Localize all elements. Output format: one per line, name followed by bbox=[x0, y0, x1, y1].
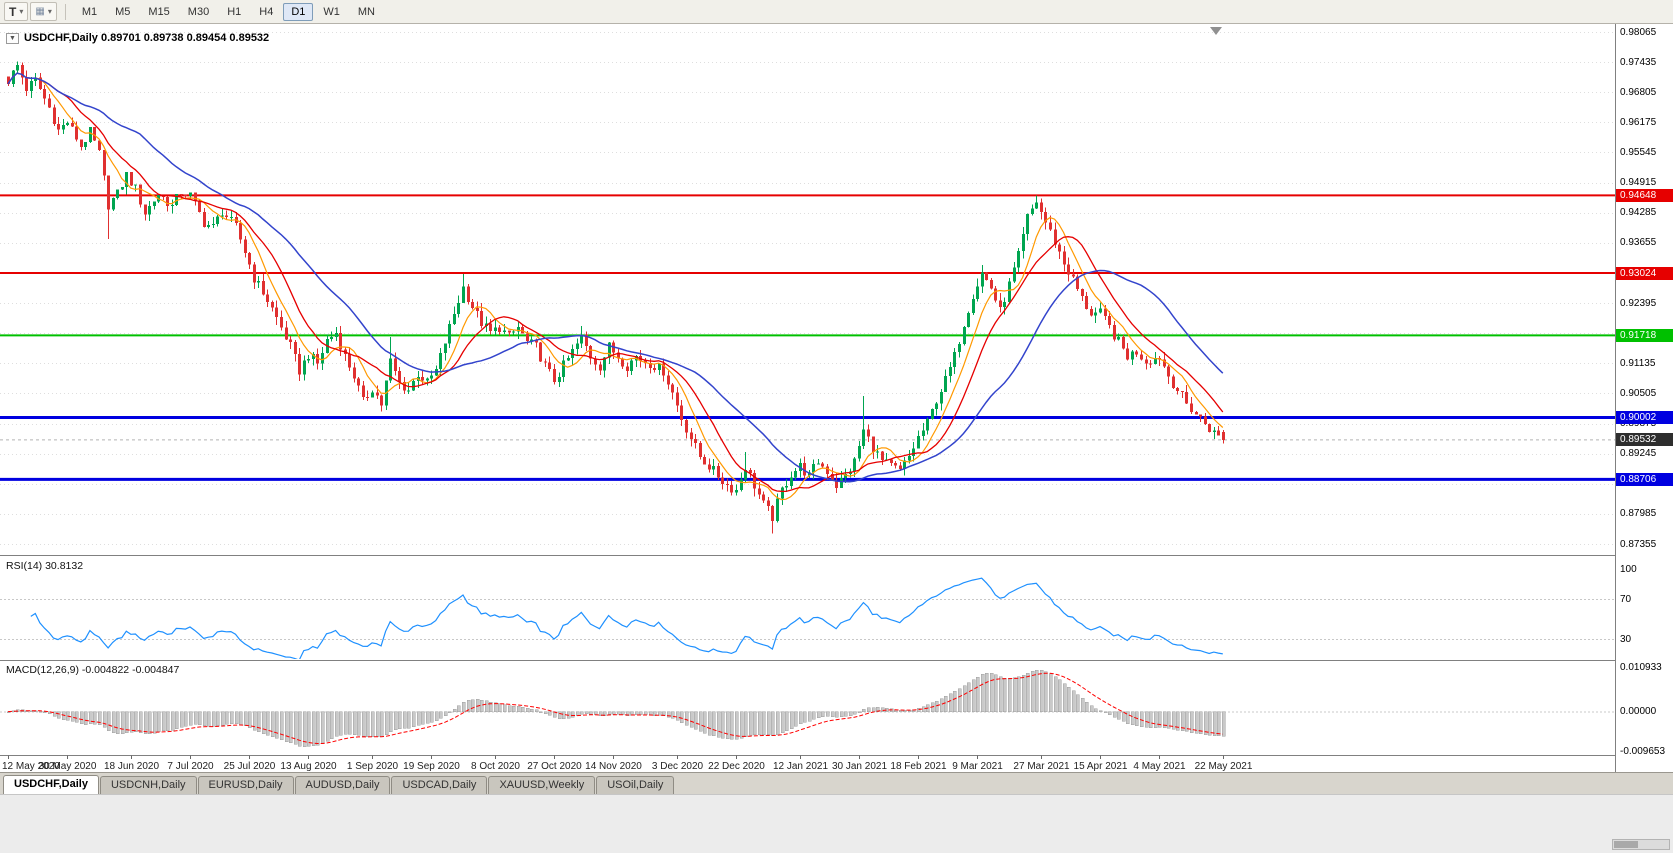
toolbar-separator bbox=[64, 3, 66, 20]
svg-text:4 May 2021: 4 May 2021 bbox=[1133, 761, 1186, 772]
chevron-down-icon: ▾ bbox=[19, 7, 24, 16]
timeframe-button-h1[interactable]: H1 bbox=[219, 3, 249, 21]
level-price-flag: 0.91718 bbox=[1616, 328, 1673, 342]
svg-text:19 Sep 2020: 19 Sep 2020 bbox=[403, 761, 460, 772]
svg-text:12 May 2020: 12 May 2020 bbox=[2, 761, 60, 772]
svg-text:1 Sep 2020: 1 Sep 2020 bbox=[347, 761, 399, 772]
toolbar: T ▾ ▦ ▾ M1 M5 M15 M30 H1 H4 D1 W1 MN bbox=[0, 0, 1673, 24]
timeframe-button-h4[interactable]: H4 bbox=[251, 3, 281, 21]
moving-average-line bbox=[7, 72, 1224, 501]
price-tick-label: 0.94915 bbox=[1620, 177, 1657, 189]
price-tick-label: 0.96805 bbox=[1620, 86, 1657, 98]
ohlc-info: ▼ USDCHF,Daily 0.89701 0.89738 0.89454 0… bbox=[6, 32, 269, 44]
chart-shift-marker[interactable] bbox=[1210, 27, 1222, 35]
price-tick-label: 0.91135 bbox=[1620, 357, 1656, 369]
timeframe-button-w1[interactable]: W1 bbox=[315, 3, 348, 21]
price-gridlines bbox=[0, 32, 1615, 545]
price-tick-label: 0.95545 bbox=[1620, 147, 1657, 158]
status-bar bbox=[0, 794, 1673, 853]
rsi-tick-label: 100 bbox=[1620, 563, 1637, 575]
svg-text:8 Oct 2020: 8 Oct 2020 bbox=[471, 761, 520, 772]
chart-canvas[interactable]: 12 May 2020 30 May 2020 18 Jun 2020 7 Jul 2… bbox=[0, 24, 1615, 772]
text-tool-icon: T bbox=[9, 4, 17, 19]
price-tick-label: 0.97435 bbox=[1620, 56, 1657, 68]
chevron-down-icon: ▾ bbox=[47, 7, 52, 16]
timeframe-button-m15[interactable]: M15 bbox=[140, 3, 177, 21]
timeframe-button-m30[interactable]: M30 bbox=[180, 3, 217, 21]
svg-text:7 Jul 2020: 7 Jul 2020 bbox=[167, 761, 214, 772]
timeframe-button-m5[interactable]: M5 bbox=[107, 3, 138, 21]
tab-usdchf-daily[interactable]: USDCHF,Daily bbox=[3, 775, 99, 794]
level-price-flag: 0.94648 bbox=[1616, 188, 1673, 202]
tab-eurusd-daily[interactable]: EURUSD,Daily bbox=[197, 776, 294, 794]
chart-tabs-bar: USDCHF,Daily USDCNH,Daily EURUSD,Daily A… bbox=[0, 772, 1673, 794]
macd-histogram bbox=[6, 669, 1226, 747]
panel-separators[interactable] bbox=[0, 555, 1615, 756]
level-price-flag: 0.93024 bbox=[1616, 266, 1673, 280]
candles bbox=[7, 61, 1225, 534]
one-click-trading-expander[interactable]: ▼ bbox=[6, 32, 19, 44]
chart-window: 12 May 2020 30 May 2020 18 Jun 2020 7 Jul 2… bbox=[0, 24, 1673, 772]
svg-text:13 Aug 2020: 13 Aug 2020 bbox=[280, 761, 337, 772]
tab-usdcnh-daily[interactable]: USDCNH,Daily bbox=[99, 776, 197, 794]
price-tick-label: 0.94285 bbox=[1620, 207, 1657, 219]
tab-audusd-daily[interactable]: AUDUSD,Daily bbox=[294, 776, 391, 794]
rsi-line bbox=[30, 577, 1223, 659]
price-axis: 0.98065 0.97435 0.96805 0.96175 0.95545 0.949… bbox=[1615, 24, 1673, 772]
price-tick-label: 0.92395 bbox=[1620, 297, 1657, 309]
moving-average-line bbox=[7, 72, 1224, 483]
svg-text:30 May 2020: 30 May 2020 bbox=[39, 761, 97, 772]
horizontal-scrollbar[interactable] bbox=[1612, 839, 1670, 850]
svg-text:27 Oct 2020: 27 Oct 2020 bbox=[527, 761, 582, 772]
level-price-flag: 0.90002 bbox=[1616, 411, 1673, 424]
macd-tick-label: 0.010933 bbox=[1620, 661, 1662, 673]
rsi-indicator-label: RSI(14) 30.8132 bbox=[6, 560, 84, 572]
price-tick-label: 0.93655 bbox=[1620, 237, 1657, 249]
price-tick-label: 0.98065 bbox=[1620, 26, 1657, 38]
shapes-icon: ▦ bbox=[35, 6, 45, 17]
timeframe-button-m1[interactable]: M1 bbox=[74, 3, 105, 21]
symbol-ohlc-label: USDCHF,Daily 0.89701 0.89738 0.89454 0.8… bbox=[23, 32, 270, 44]
svg-text:27 Mar 2021: 27 Mar 2021 bbox=[1013, 761, 1070, 772]
svg-text:30 Jan 2021: 30 Jan 2021 bbox=[832, 761, 887, 772]
text-tool-button[interactable]: T ▾ bbox=[4, 2, 29, 21]
svg-text:3 Dec 2020: 3 Dec 2020 bbox=[652, 761, 704, 772]
price-tick-label: 0.87985 bbox=[1620, 508, 1657, 520]
tab-xauusd-weekly[interactable]: XAUUSD,Weekly bbox=[488, 776, 596, 794]
current-price-flag: 0.89532 bbox=[1616, 433, 1673, 447]
scrollbar-thumb[interactable] bbox=[1614, 841, 1638, 848]
svg-text:18 Feb 2021: 18 Feb 2021 bbox=[890, 761, 947, 772]
svg-text:22 May 2021: 22 May 2021 bbox=[1195, 761, 1253, 772]
svg-text:25 Jul 2020: 25 Jul 2020 bbox=[224, 761, 276, 772]
price-tick-label: 0.87355 bbox=[1620, 538, 1657, 550]
tab-usdcad-daily[interactable]: USDCAD,Daily bbox=[391, 776, 488, 794]
macd-indicator-label: MACD(12,26,9) -0.004822 -0.004847 bbox=[6, 664, 180, 676]
rsi-tick-label: 30 bbox=[1620, 633, 1632, 645]
horizontal-level-lines[interactable] bbox=[0, 194, 1615, 481]
rsi-tick-label: 70 bbox=[1620, 593, 1632, 605]
macd-tick-label: -0.009653 bbox=[1620, 745, 1666, 757]
svg-text:9 Mar 2021: 9 Mar 2021 bbox=[952, 761, 1003, 772]
objects-tool-button[interactable]: ▦ ▾ bbox=[30, 2, 57, 21]
price-tick-label: 0.90505 bbox=[1620, 387, 1657, 399]
macd-tick-label: 0.00000 bbox=[1620, 706, 1657, 718]
svg-text:15 Apr 2021: 15 Apr 2021 bbox=[1074, 761, 1128, 772]
timeframe-button-mn[interactable]: MN bbox=[350, 3, 383, 21]
price-tick-label: 0.96175 bbox=[1620, 116, 1657, 128]
level-price-flag: 0.88706 bbox=[1616, 472, 1673, 486]
svg-text:18 Jun 2020: 18 Jun 2020 bbox=[104, 761, 159, 772]
macd-signal-line bbox=[7, 672, 1223, 744]
timeframe-button-d1[interactable]: D1 bbox=[283, 2, 314, 21]
svg-text:22 Dec 2020: 22 Dec 2020 bbox=[708, 761, 765, 772]
tab-usoil-daily[interactable]: USOil,Daily bbox=[596, 776, 675, 794]
svg-text:12 Jan 2021: 12 Jan 2021 bbox=[773, 761, 828, 772]
moving-average-line bbox=[7, 72, 1224, 493]
price-tick-label: 0.89245 bbox=[1620, 448, 1657, 460]
svg-text:14 Nov 2020: 14 Nov 2020 bbox=[585, 761, 642, 772]
